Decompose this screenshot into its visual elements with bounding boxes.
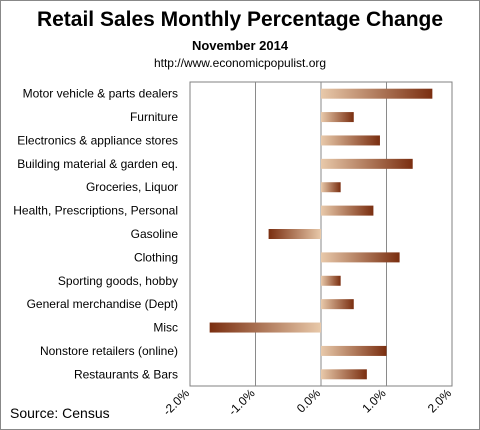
bar-12 [321,369,367,380]
tick-label-4: 2.0% [425,386,454,415]
bar-0 [321,88,433,99]
tick-labels: -2.0% -1.0% 0.0% 1.0% 2.0% [160,386,454,418]
bar-8 [321,275,341,286]
category-label-11: Nonstore retailers (online) [40,344,178,358]
category-label-5: Health, Prescriptions, Personal [13,204,178,218]
bar-11 [321,345,387,356]
chart-title: Retail Sales Monthly Percentage Change [36,8,444,31]
bars-group [209,88,433,380]
category-label-3: Building material & garden eq. [17,157,178,171]
bar-6 [268,229,321,239]
category-label-9: General merchandise (Dept) [27,297,178,311]
category-label-4: Groceries, Liquor [86,180,178,194]
chart-subtitle: November 2014 [191,38,289,53]
bar-3 [321,158,413,169]
bar-1 [321,112,354,123]
bar-5 [321,205,374,216]
tick-label-0: -2.0% [160,386,192,418]
tick-label-1: -1.0% [226,386,258,418]
bar-10 [209,322,321,333]
tick-label-3: 1.0% [359,386,388,415]
category-label-1: Furniture [130,110,178,124]
tick-label-2: 0.0% [294,386,323,415]
category-label-8: Sporting goods, hobby [58,274,178,288]
category-label-6: Gasoline [131,227,179,241]
category-label-0: Motor vehicle & parts dealers [23,87,178,101]
category-labels: Motor vehicle & parts dealers Furniture El… [13,87,178,382]
bar-9 [321,299,354,310]
category-label-2: Electronics & appliance stores [17,133,178,147]
category-label-7: Clothing [134,250,178,264]
category-label-12: Restaurants & Bars [74,367,178,381]
source-url: http://www.economicpopulist.org [153,56,327,70]
bar-4 [321,182,341,193]
source-label: Source: Census [10,405,110,421]
category-label-10: Misc [153,321,178,335]
bar-7 [321,252,400,263]
bar-2 [321,135,380,146]
